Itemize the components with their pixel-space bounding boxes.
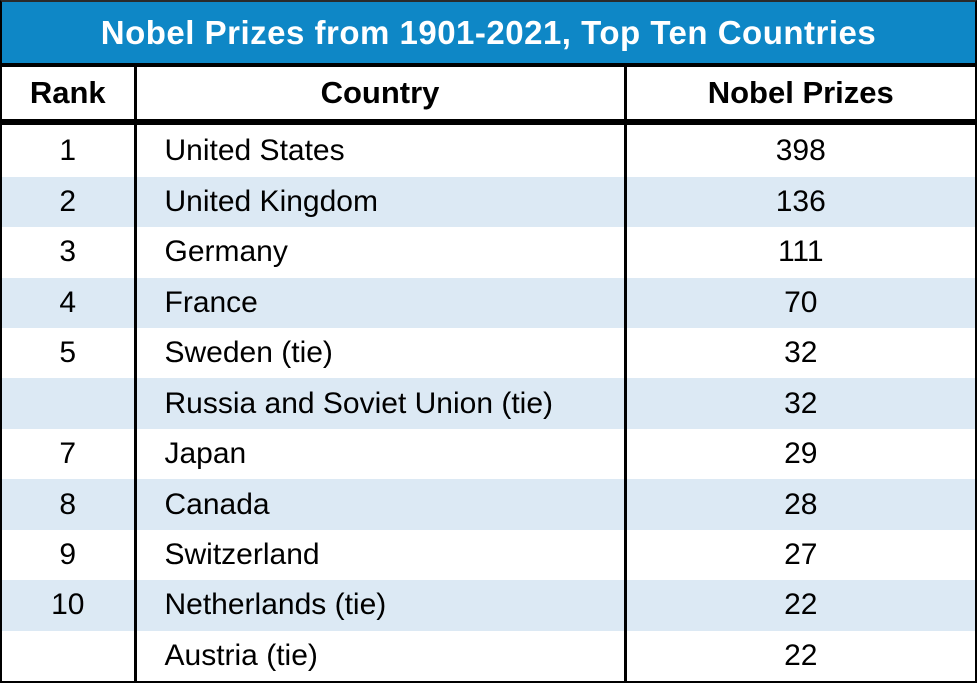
cell-rank: 9 — [59, 537, 77, 571]
cell-country: United States — [133, 122, 625, 177]
table-row: 5 Sweden (tie) 32 — [2, 328, 975, 379]
cell-country: Switzerland — [133, 529, 625, 581]
cell-prizes: 28 — [623, 479, 975, 530]
column-header-nobel-prizes: Nobel Prizes — [623, 67, 975, 125]
cell-rank: 7 — [59, 437, 77, 471]
cell-country: United Kingdom — [133, 176, 625, 228]
table-row: Russia and Soviet Union (tie) 32 — [2, 378, 975, 429]
table-title-banner: Nobel Prizes from 1901-2021, Top Ten Cou… — [2, 2, 975, 67]
cell-prizes: 32 — [623, 378, 975, 429]
cell-country: Austria (tie) — [133, 630, 625, 681]
cell-rank: 3 — [59, 235, 77, 269]
header-row: Rank Country Nobel Prizes — [2, 67, 975, 125]
cell-prizes: 22 — [623, 580, 975, 631]
table-body: 1 United States 398 2 United Kingdom 136 3 Germ… — [2, 122, 975, 681]
table-row: 7 Japan 29 — [2, 428, 975, 480]
cell-prizes: 136 — [623, 176, 975, 228]
cell-rank: 8 — [59, 487, 77, 521]
cell-rank: 10 — [51, 588, 85, 622]
table-row: 1 United States 398 — [2, 122, 975, 177]
column-header-rank: Rank — [2, 67, 135, 125]
table-row: 2 United Kingdom 136 — [2, 176, 975, 228]
cell-country: Germany — [133, 227, 625, 278]
column-header-country: Country — [133, 67, 625, 125]
cell-rank: 1 — [59, 133, 77, 167]
nobel-prizes-table: Rank Country Nobel Prizes 1 United States… — [2, 67, 975, 681]
cell-country: Russia and Soviet Union (tie) — [133, 378, 625, 429]
cell-rank: 4 — [59, 285, 77, 319]
cell-prizes: 27 — [623, 529, 975, 581]
cell-country: Netherlands (tie) — [133, 580, 625, 631]
table-row: Austria (tie) 22 — [2, 630, 975, 681]
cell-prizes: 32 — [623, 328, 975, 379]
cell-country: Canada — [133, 479, 625, 530]
cell-prizes: 70 — [623, 277, 975, 329]
table-row: 8 Canada 28 — [2, 479, 975, 530]
cell-country: Sweden (tie) — [133, 328, 625, 379]
cell-rank: 5 — [59, 336, 77, 370]
cell-rank: 2 — [59, 185, 77, 219]
table-row: 9 Switzerland 27 — [2, 529, 975, 581]
cell-prizes: 29 — [623, 428, 975, 480]
cell-prizes: 111 — [623, 227, 975, 278]
table-row: 10 Netherlands (tie) 22 — [2, 580, 975, 631]
cell-rank — [2, 378, 135, 428]
cell-prizes: 22 — [623, 630, 975, 681]
table-row: 3 Germany 111 — [2, 227, 975, 278]
cell-rank — [2, 631, 135, 681]
cell-prizes: 398 — [623, 122, 975, 177]
cell-country: France — [133, 277, 625, 329]
cell-country: Japan — [133, 428, 625, 480]
table-row: 4 France 70 — [2, 277, 975, 329]
